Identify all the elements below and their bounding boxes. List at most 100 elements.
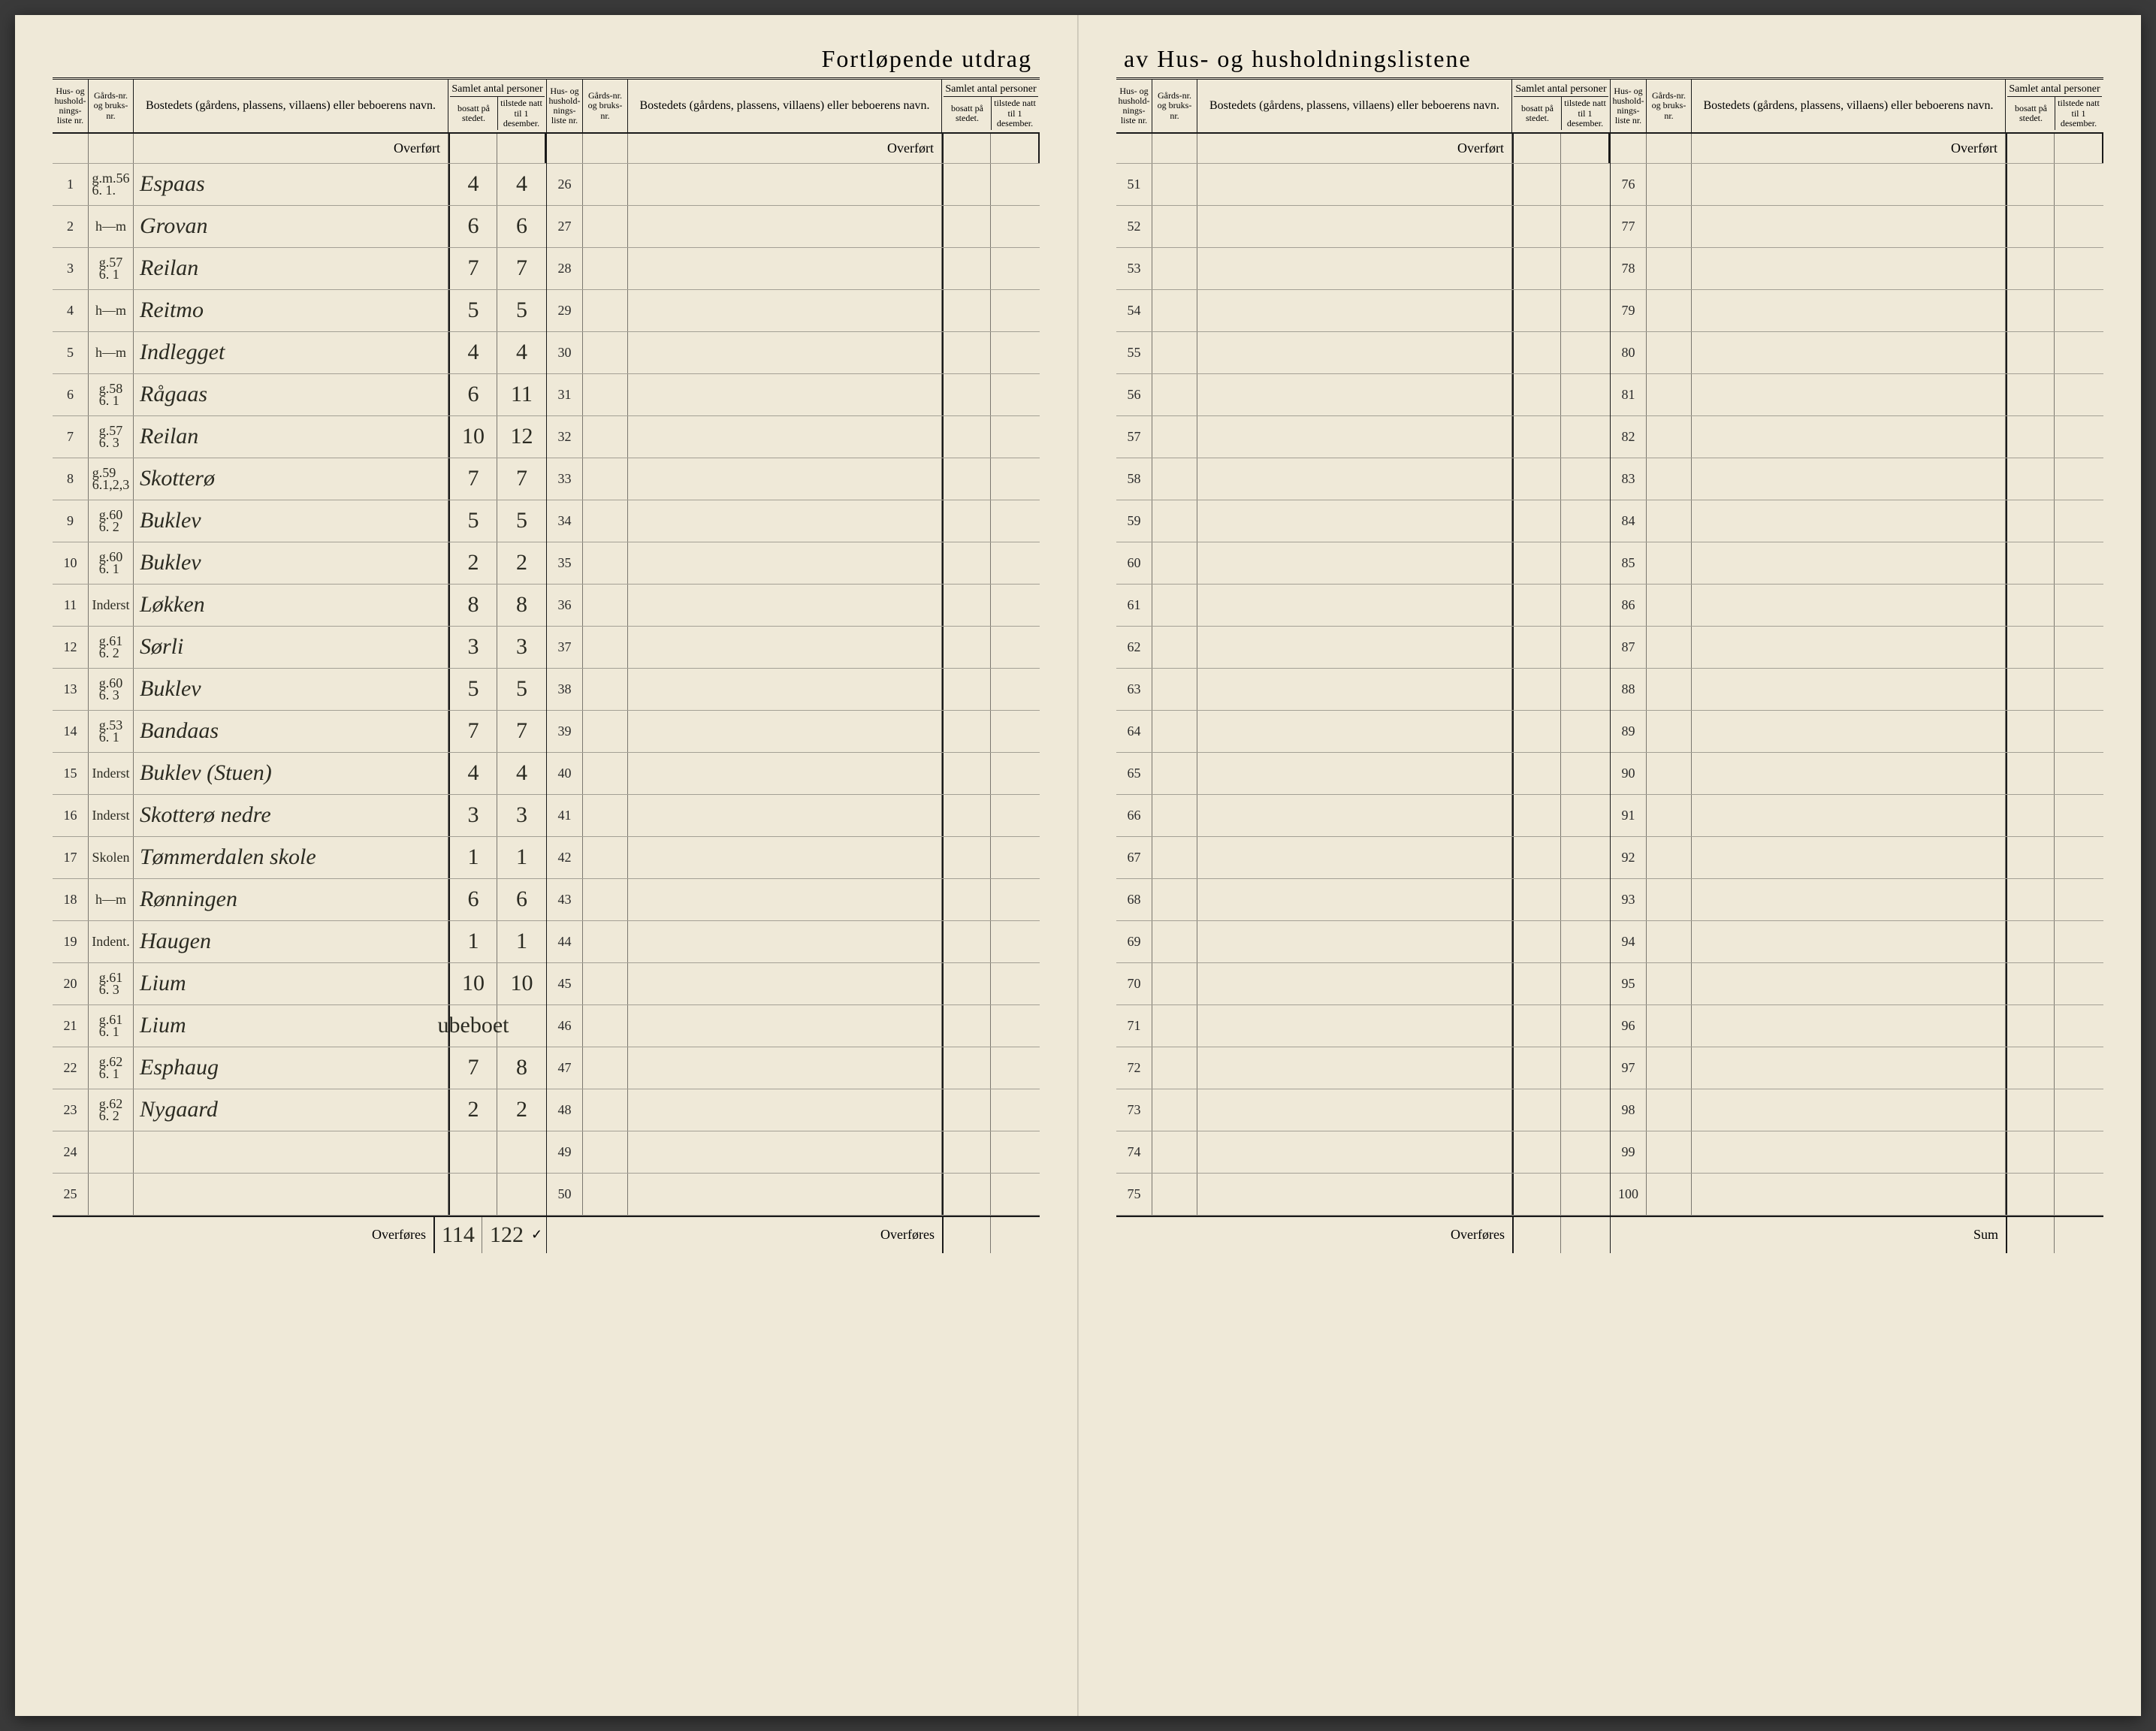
row-name	[1197, 332, 1512, 373]
sub-tilstede: tilstede natt til 1 desember.	[2055, 97, 2102, 130]
col-header-group: Samlet antal personer bosatt på stedet. …	[1512, 80, 1610, 132]
row-gards	[1152, 963, 1197, 1004]
row-nr: 77	[1611, 206, 1647, 247]
row-nr: 56	[1116, 374, 1152, 415]
row-nr: 10	[53, 542, 89, 584]
table-row: 63	[1116, 669, 1610, 711]
row-tilstede	[991, 753, 1040, 794]
row-name	[1197, 1089, 1512, 1131]
row-tilstede	[2055, 1089, 2103, 1131]
row-bosatt	[2006, 879, 2055, 920]
row-gards	[583, 164, 628, 205]
row-bosatt	[942, 416, 991, 458]
table-row: 17 Skolen Tømmerdalen skole 1 1	[53, 837, 546, 879]
row-tilstede: 4	[497, 753, 546, 794]
row-tilstede: 1	[497, 921, 546, 962]
row-nr: 7	[53, 416, 89, 458]
row-nr: 89	[1611, 711, 1647, 752]
row-name	[1692, 500, 2006, 542]
row-gards	[1647, 1005, 1692, 1047]
row-gards	[1647, 332, 1692, 373]
row-tilstede	[1561, 585, 1610, 626]
table-row: 75	[1116, 1174, 1610, 1216]
table-row: 3 g.576. 1 Reilan 7 7	[53, 248, 546, 290]
row-name	[1692, 669, 2006, 710]
ledger-left: Hus- og hushold-nings-liste nr. Gårds-nr…	[53, 77, 1040, 1253]
row-name	[628, 248, 942, 289]
row-name	[1692, 585, 2006, 626]
footer-row: Overføres	[547, 1216, 1040, 1253]
row-nr: 42	[547, 837, 583, 878]
row-gards	[1152, 669, 1197, 710]
row-gards	[583, 206, 628, 247]
row-name: Grovan	[134, 206, 448, 247]
row-name	[1692, 416, 2006, 458]
row-gards	[1152, 1005, 1197, 1047]
table-row: 82	[1611, 416, 2103, 458]
row-gards	[1647, 669, 1692, 710]
table-row: 79	[1611, 290, 2103, 332]
table-row: 25	[53, 1174, 546, 1216]
half-table: Hus- og hushold-nings-liste nr. Gårds-nr…	[546, 80, 1040, 1253]
row-name	[1692, 627, 2006, 668]
row-tilstede	[991, 1089, 1040, 1131]
row-name: Espaas	[134, 164, 448, 205]
row-name: Reilan	[134, 416, 448, 458]
row-bosatt	[942, 206, 991, 247]
row-gards	[1647, 963, 1692, 1004]
row-tilstede	[2055, 1005, 2103, 1047]
table-row: 8 g.596.1,2,3 Skotterø 7 7	[53, 458, 546, 500]
row-tilstede	[991, 164, 1040, 205]
row-gards	[583, 711, 628, 752]
row-nr: 84	[1611, 500, 1647, 542]
row-bosatt: 7	[448, 711, 497, 752]
table-row: 54	[1116, 290, 1610, 332]
table-row: 65	[1116, 753, 1610, 795]
footer-bosatt: 114	[433, 1217, 482, 1253]
row-gards	[1152, 542, 1197, 584]
table-row: 4 h—m Reitmo 5 5	[53, 290, 546, 332]
table-row: 73	[1116, 1089, 1610, 1131]
row-tilstede	[2055, 416, 2103, 458]
table-header: Hus- og hushold-nings-liste nr. Gårds-nr…	[1116, 80, 1610, 134]
row-name: Løkken	[134, 585, 448, 626]
row-nr: 35	[547, 542, 583, 584]
row-bosatt	[1512, 795, 1561, 836]
row-bosatt	[942, 669, 991, 710]
row-bosatt	[942, 627, 991, 668]
row-name	[1197, 374, 1512, 415]
row-name	[628, 332, 942, 373]
row-name	[1197, 921, 1512, 962]
row-name	[628, 1174, 942, 1215]
row-nr: 37	[547, 627, 583, 668]
row-tilstede	[1561, 753, 1610, 794]
row-name	[628, 753, 942, 794]
row-nr: 6	[53, 374, 89, 415]
row-bosatt	[2006, 711, 2055, 752]
table-header: Hus- og hushold-nings-liste nr. Gårds-nr…	[53, 80, 546, 134]
row-tilstede	[2055, 837, 2103, 878]
col-header-nr: Hus- og hushold-nings-liste nr.	[53, 80, 89, 132]
row-gards	[1152, 1174, 1197, 1215]
footer-row: Overføres	[1116, 1216, 1610, 1253]
row-name	[628, 795, 942, 836]
sub-tilstede: tilstede natt til 1 desember.	[991, 97, 1038, 130]
row-tilstede	[991, 1174, 1040, 1215]
row-gards	[1647, 542, 1692, 584]
row-name	[628, 669, 942, 710]
row-name	[628, 164, 942, 205]
row-nr: 40	[547, 753, 583, 794]
row-name	[628, 711, 942, 752]
col-header-name: Bostedets (gårdens, plassens, villaens) …	[1692, 80, 2006, 132]
row-name	[1197, 164, 1512, 205]
table-row: 51	[1116, 164, 1610, 206]
row-nr: 26	[547, 164, 583, 205]
row-gards	[1647, 837, 1692, 878]
row-gards	[1152, 290, 1197, 331]
row-bosatt	[942, 248, 991, 289]
row-gards	[89, 1174, 134, 1215]
row-nr: 44	[547, 921, 583, 962]
row-tilstede: 8	[497, 585, 546, 626]
row-bosatt: 5	[448, 290, 497, 331]
row-bosatt	[942, 542, 991, 584]
